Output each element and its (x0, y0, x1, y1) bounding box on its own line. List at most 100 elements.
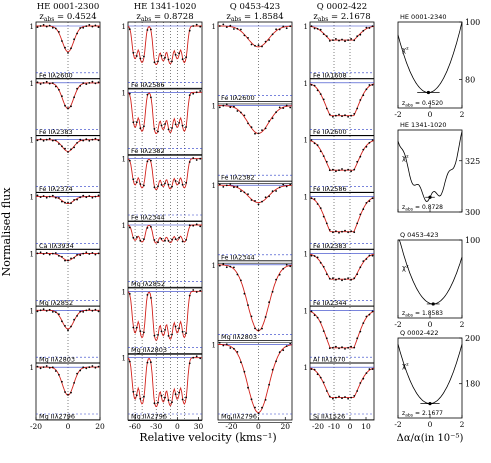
data-point (316, 203, 319, 205)
data-point (275, 360, 277, 363)
data-point (225, 184, 228, 187)
xtick-label: 0 (175, 422, 180, 431)
data-point (67, 151, 69, 153)
data-point (157, 401, 159, 404)
data-point (85, 138, 88, 141)
data-point (153, 239, 156, 241)
data-point (39, 138, 42, 141)
data-point (153, 186, 156, 189)
data-point (328, 277, 331, 280)
data-point (229, 347, 232, 349)
data-point (359, 266, 362, 269)
data-point (79, 27, 82, 29)
data-point (85, 367, 88, 370)
data-point (94, 253, 97, 256)
data-point (167, 399, 170, 402)
data-point (45, 365, 48, 367)
model-profile (127, 25, 202, 66)
data-point (328, 113, 331, 116)
data-point (268, 383, 270, 386)
data-point (167, 240, 170, 242)
data-point (185, 332, 188, 334)
chi2-curve (398, 239, 463, 305)
data-point (45, 196, 48, 199)
data-point (254, 406, 256, 409)
data-point (282, 25, 285, 28)
data-point (42, 253, 45, 255)
data-point (359, 213, 362, 216)
data-point (174, 53, 177, 56)
data-point (97, 194, 100, 197)
data-point (39, 367, 42, 370)
data-point (250, 126, 253, 129)
data-point (139, 239, 142, 242)
data-point (88, 366, 91, 369)
data-point (48, 195, 51, 198)
data-point (51, 82, 54, 84)
data-point (150, 28, 152, 31)
data-point (322, 33, 325, 35)
data-point (39, 83, 42, 85)
data-point (285, 263, 288, 266)
spectrum-panel: Fe IIλ2344 1 (304, 249, 375, 307)
xtick-label: 30 (194, 422, 204, 431)
data-point (285, 27, 288, 30)
data-point (335, 114, 337, 117)
data-point (42, 139, 45, 142)
data-point (146, 361, 149, 364)
data-point (174, 238, 177, 241)
data-point (233, 347, 235, 350)
data-point (139, 57, 142, 60)
data-point (347, 115, 349, 118)
data-point (365, 88, 368, 91)
data-point (185, 126, 188, 128)
data-point (229, 106, 232, 109)
data-point (160, 237, 163, 240)
data-point (243, 292, 246, 295)
data-point (85, 196, 88, 199)
data-point (132, 51, 135, 54)
ytick-label: 1 (212, 341, 216, 349)
data-point (365, 258, 368, 260)
data-point (48, 253, 51, 256)
xtick-label: 0 (348, 422, 353, 431)
data-point (42, 195, 45, 197)
model-profile (217, 343, 293, 414)
data-point (264, 196, 267, 199)
data-point (54, 196, 57, 199)
data-point (362, 322, 365, 324)
column-zabs: zabs = 0.4524 (39, 12, 96, 23)
model-profile (309, 197, 375, 233)
data-point (271, 290, 274, 293)
data-point (67, 329, 69, 332)
ion-label: Fe IIλ1608 (313, 71, 347, 79)
data-point (368, 254, 371, 257)
data-point (335, 170, 337, 173)
data-point (347, 168, 349, 171)
data-point (79, 310, 82, 313)
data-point (341, 279, 343, 282)
data-point (356, 35, 359, 38)
data-point (181, 58, 184, 61)
ytick-label: 1 (30, 307, 34, 315)
data-point (54, 311, 57, 313)
model-profile (309, 253, 375, 280)
data-point (39, 196, 42, 199)
data-point (188, 94, 191, 97)
chi2-ytick-label: 325 (465, 157, 480, 166)
data-point (250, 398, 253, 401)
data-point (51, 252, 54, 255)
data-point (322, 215, 325, 218)
ion-label: Fe IIλ2383 (313, 242, 347, 250)
data-point (257, 203, 260, 206)
data-point (97, 252, 100, 255)
data-point (222, 186, 225, 188)
data-point (338, 347, 340, 350)
data-point (185, 181, 188, 184)
data-point (353, 113, 356, 115)
data-point (282, 349, 285, 352)
data-point (356, 390, 359, 392)
chi2-xtick-label: -2 (394, 320, 402, 329)
right-xlabel: Δα/α(in 10⁻⁵) (397, 433, 464, 444)
